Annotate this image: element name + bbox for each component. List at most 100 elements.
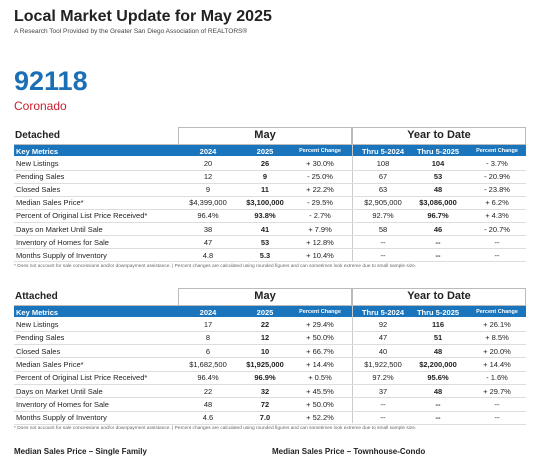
- column-header: Percent Change: [476, 147, 518, 154]
- metric-name: Pending Sales: [16, 333, 65, 343]
- metric-value: --: [494, 237, 500, 247]
- column-header: Key Metrics: [16, 307, 59, 317]
- period-box: [352, 288, 526, 306]
- metric-value: 48: [433, 386, 443, 396]
- title: Local Market Update for May 2025: [14, 8, 272, 25]
- column-header: Thru 5-2025: [416, 307, 460, 317]
- metric-value: $4,399,000: [189, 198, 227, 208]
- metric-value: 51: [433, 333, 443, 343]
- column-header: Percent Change: [299, 308, 341, 315]
- metric-value: 12: [260, 333, 270, 343]
- metric-value: --: [494, 250, 500, 260]
- metric-name: Inventory of Homes for Sale: [16, 399, 109, 409]
- metric-value: 92: [378, 320, 388, 329]
- metric-value: 47: [203, 237, 213, 247]
- section-title: Detached: [15, 130, 61, 141]
- row-line: [14, 410, 526, 412]
- row-line: [14, 235, 526, 237]
- metric-value: 96.7%: [427, 211, 449, 221]
- section-title: Attached: [15, 291, 58, 302]
- metric-value: - 20.7%: [484, 224, 510, 234]
- period-box: [178, 127, 352, 145]
- metric-value: + 26.1%: [483, 320, 511, 329]
- section-box: [14, 288, 178, 306]
- metric-value: 53: [433, 172, 443, 182]
- metric-value: 48: [433, 346, 443, 356]
- column-header: Thru 5-2024: [361, 307, 405, 317]
- metric-value: 67: [378, 172, 388, 182]
- metric-value: + 6.2%: [485, 198, 509, 208]
- metric-value: --: [380, 237, 386, 247]
- metric-value: + 14.4%: [483, 359, 511, 369]
- header-bar: [14, 145, 526, 156]
- metric-value: 96.9%: [254, 373, 276, 383]
- metric-value: 48: [203, 399, 213, 409]
- period-box: [178, 288, 352, 306]
- metric-value: + 7.9%: [308, 224, 332, 234]
- footer-label: Median Sales Price – Single Family: [14, 447, 147, 456]
- metric-value: $1,922,500: [364, 359, 402, 369]
- metric-value: 40: [378, 346, 388, 356]
- metric-value: $1,682,500: [189, 359, 227, 369]
- metric-value: 32: [260, 386, 270, 396]
- metric-value: 96.4%: [197, 373, 219, 383]
- metric-value: - 23.8%: [484, 185, 510, 195]
- metric-value: 95.6%: [427, 373, 449, 383]
- metric-name: Pending Sales: [16, 172, 65, 182]
- metric-value: + 50.0%: [306, 399, 334, 409]
- metric-value: + 0.5%: [308, 373, 332, 383]
- row-line: [14, 423, 526, 425]
- metric-value: 97.2%: [372, 373, 394, 383]
- metric-value: + 29.7%: [483, 386, 511, 396]
- metric-value: 63: [378, 185, 388, 195]
- metric-name: Inventory of Homes for Sale: [16, 237, 109, 247]
- metric-name: Percent of Original List Price Received*: [16, 373, 148, 383]
- metric-value: 5.3: [259, 250, 271, 260]
- metric-value: 72: [260, 399, 270, 409]
- row-line: [14, 208, 526, 210]
- column-header: Thru 5-2024: [361, 146, 405, 156]
- metric-value: --: [380, 413, 386, 423]
- metric-value: - 20.9%: [484, 172, 510, 182]
- metric-name: New Listings: [16, 320, 59, 329]
- metric-name: Closed Sales: [16, 185, 61, 195]
- metric-value: 93.8%: [254, 211, 276, 221]
- metric-value: 26: [260, 159, 270, 168]
- metric-value: - 29.5%: [307, 198, 333, 208]
- row-line: [14, 370, 526, 372]
- metric-value: 10: [260, 346, 270, 356]
- column-header: 2024: [199, 307, 217, 317]
- footnote: * Does not account for sale concessions …: [14, 263, 417, 269]
- divider: [352, 145, 353, 261]
- metric-value: + 45.5%: [306, 386, 334, 396]
- metric-value: + 10.4%: [306, 250, 334, 260]
- metric-value: 12: [203, 172, 213, 182]
- row-line: [14, 195, 526, 197]
- metric-value: 7.0: [259, 413, 271, 423]
- metric-value: - 2.7%: [309, 211, 331, 221]
- metric-value: --: [435, 399, 441, 409]
- metric-value: 41: [260, 224, 270, 234]
- metric-name: Months Supply of Inventory: [16, 413, 107, 423]
- row-line: [14, 397, 526, 399]
- metric-value: 6: [205, 346, 211, 356]
- metric-value: + 30.0%: [306, 159, 334, 168]
- metric-value: 58: [378, 224, 388, 234]
- metric-value: 53: [260, 237, 270, 247]
- metric-value: 47: [378, 333, 388, 343]
- column-header: Percent Change: [476, 308, 518, 315]
- metric-value: 22: [203, 386, 213, 396]
- zip-code: 92118: [14, 66, 88, 96]
- metric-value: - 25.0%: [307, 172, 333, 182]
- metric-value: + 8.5%: [485, 333, 509, 343]
- metric-name: Months Supply of Inventory: [16, 250, 107, 260]
- metric-value: + 29.4%: [306, 320, 334, 329]
- metric-name: Days on Market Until Sale: [16, 224, 103, 234]
- footnote: * Does not account for sale concessions …: [14, 426, 417, 432]
- metric-value: --: [435, 250, 441, 260]
- column-header: 2025: [256, 307, 274, 317]
- metric-value: + 14.4%: [306, 359, 334, 369]
- metric-value: 4.6: [202, 413, 214, 423]
- metric-value: $2,905,000: [364, 198, 402, 208]
